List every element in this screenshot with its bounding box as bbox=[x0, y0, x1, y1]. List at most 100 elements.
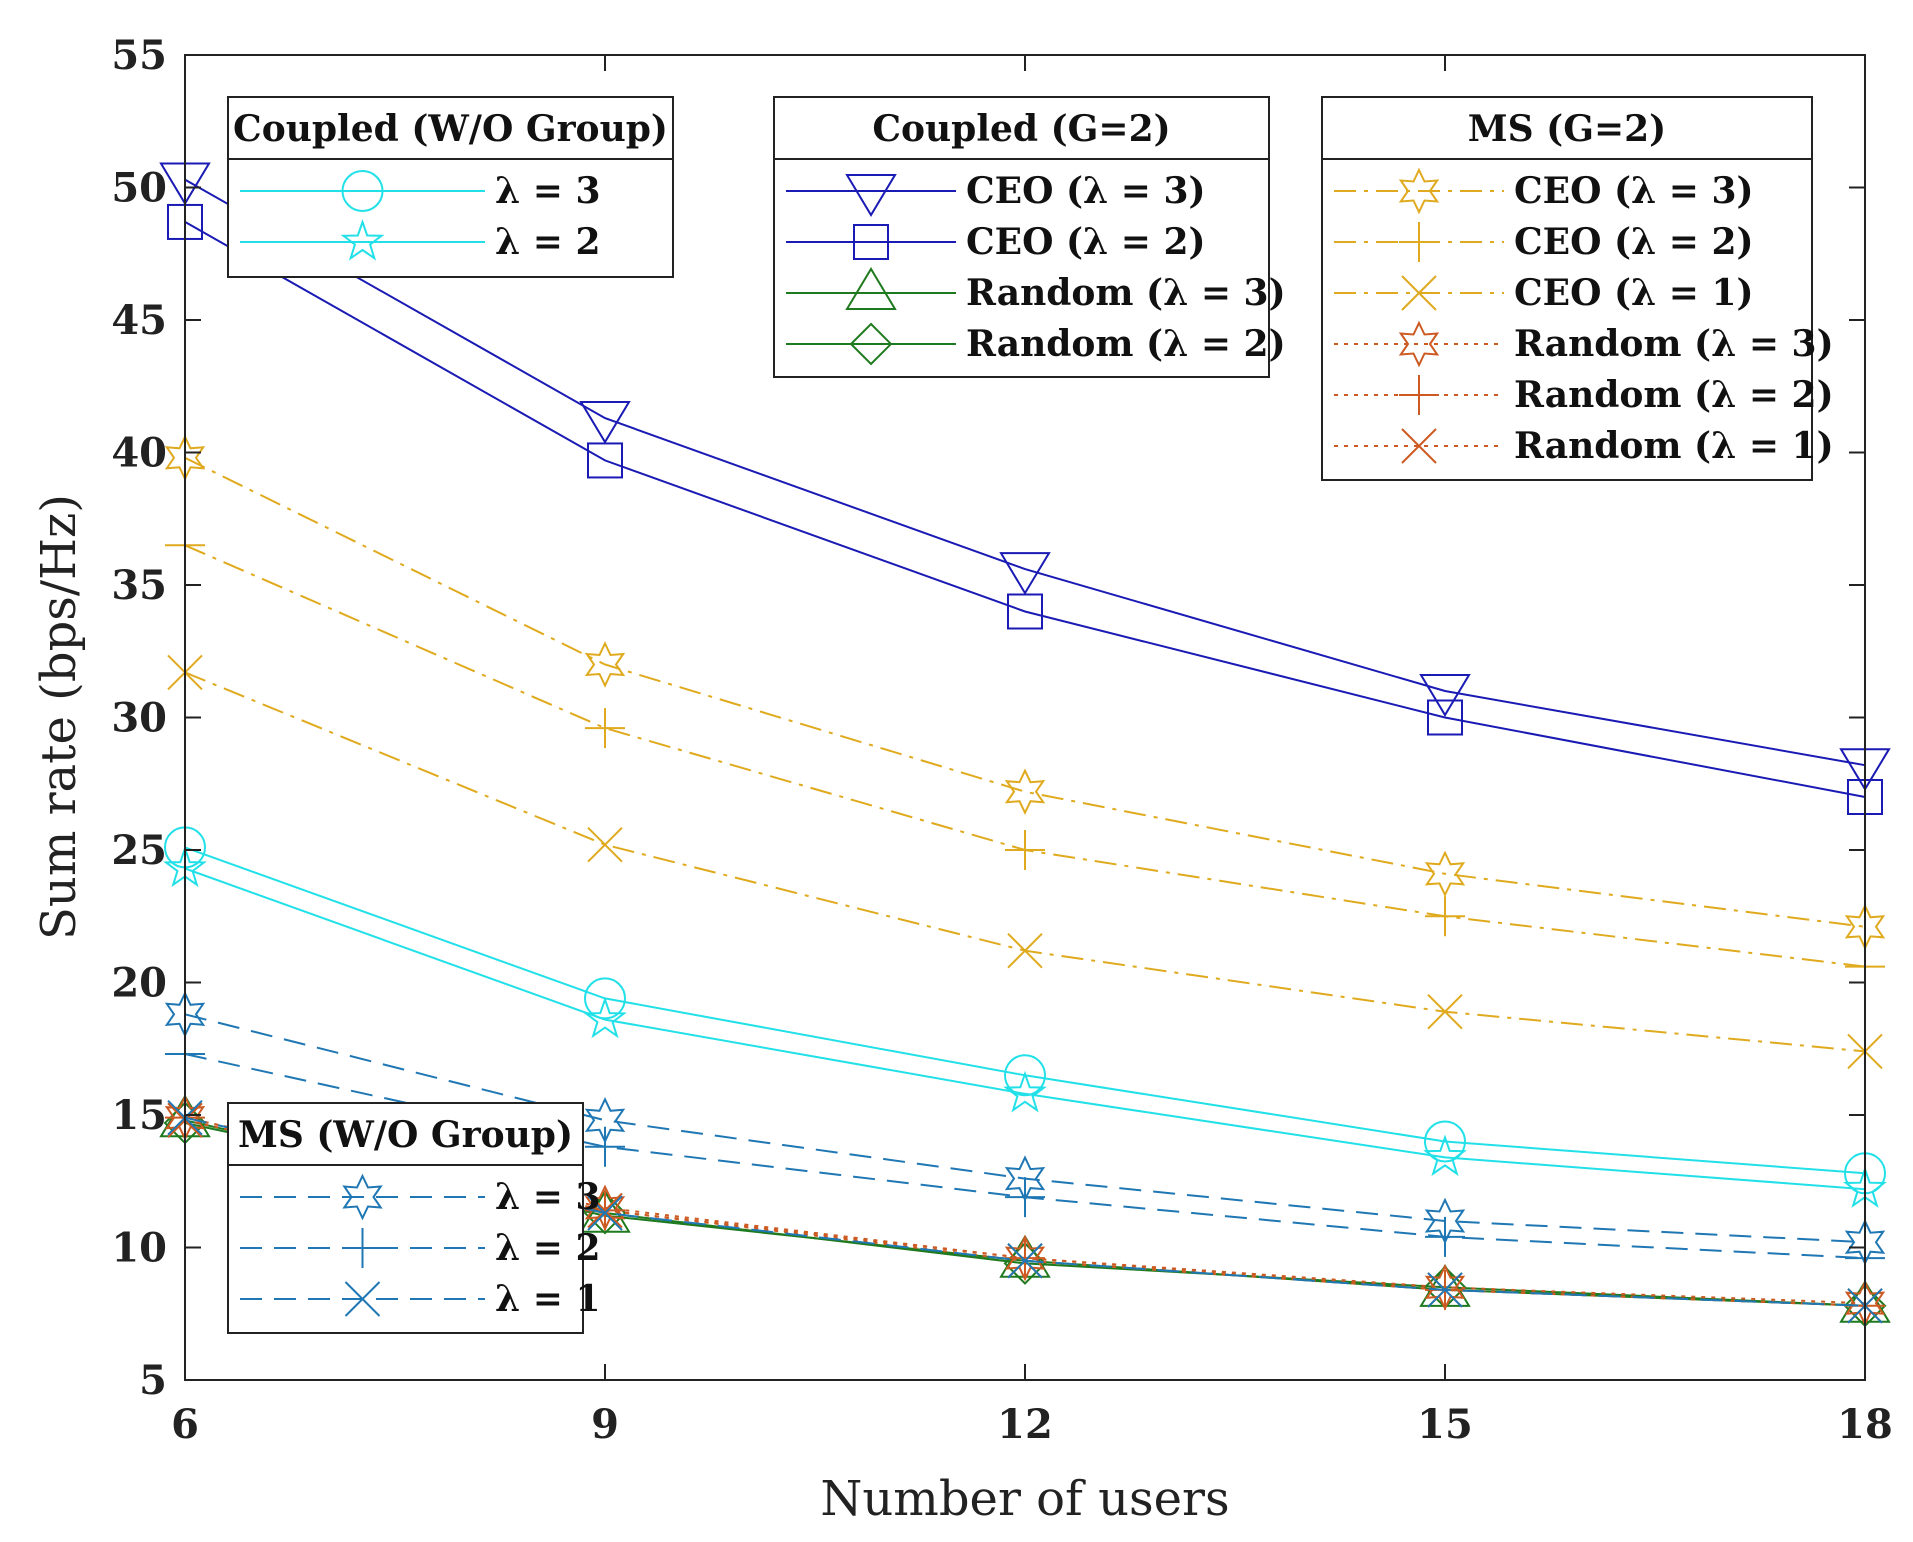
data-point bbox=[1427, 1272, 1463, 1308]
data-point bbox=[999, 552, 1051, 596]
data-point bbox=[1004, 768, 1046, 816]
legend-entry-label: λ = 2 bbox=[495, 1227, 601, 1269]
x-tick-label: 12 bbox=[997, 1401, 1053, 1448]
legend-title: Coupled (W/O Group) bbox=[233, 108, 668, 150]
legend-entry-label: Random (λ = 2) bbox=[966, 323, 1286, 365]
y-tick-label: 55 bbox=[111, 32, 167, 79]
data-point bbox=[1425, 896, 1465, 937]
legend-title: MS (W/O Group) bbox=[238, 1114, 573, 1156]
legend-box bbox=[773, 96, 1270, 378]
data-point bbox=[583, 1191, 627, 1235]
legend-swatch-marker bbox=[342, 1173, 383, 1221]
series-line bbox=[184, 456, 1866, 928]
x-tick-label: 6 bbox=[171, 1401, 199, 1448]
legend-swatch-marker bbox=[1399, 375, 1439, 415]
y-tick-label: 20 bbox=[111, 960, 167, 1007]
y-tick-label: 35 bbox=[111, 562, 167, 609]
legend-entry-label: Random (λ = 3) bbox=[1514, 323, 1834, 365]
legend-swatch-marker bbox=[1401, 428, 1437, 464]
data-point bbox=[1427, 699, 1463, 736]
data-point bbox=[1424, 850, 1466, 898]
data-point bbox=[1427, 993, 1463, 1030]
legend-swatch-marker bbox=[845, 267, 897, 310]
data-point bbox=[1005, 1177, 1045, 1218]
legend-swatch-marker bbox=[341, 170, 384, 212]
legend-entry-label: λ = 3 bbox=[495, 170, 601, 212]
legend-swatch-marker bbox=[342, 1228, 383, 1268]
data-point bbox=[1004, 1234, 1046, 1282]
series-line bbox=[184, 221, 1866, 798]
legend-swatch-marker bbox=[1398, 167, 1440, 215]
data-point bbox=[587, 1192, 623, 1229]
legend-title: MS (G=2) bbox=[1468, 108, 1666, 150]
legend-entry-label: CEO (λ = 3) bbox=[1514, 170, 1754, 212]
legend-box bbox=[1321, 96, 1813, 481]
legend-swatch-marker bbox=[1401, 275, 1437, 311]
data-point bbox=[1007, 932, 1043, 969]
y-tick-label: 15 bbox=[111, 1092, 167, 1139]
x-tick-label: 9 bbox=[591, 1401, 619, 1448]
data-point bbox=[587, 442, 623, 479]
data-point bbox=[1419, 674, 1471, 717]
legend-top-left: Coupled (W/O Group) λ = 3 λ = 2 bbox=[227, 96, 674, 278]
y-tick-label: 10 bbox=[111, 1225, 167, 1272]
legend-entry-label: λ = 2 bbox=[495, 221, 601, 263]
y-tick-label: 25 bbox=[111, 827, 167, 874]
legend-entry-label: CEO (λ = 1) bbox=[1514, 272, 1754, 314]
legend-bottom-left: MS (W/O Group) λ = 3 λ = 2 λ = 1 bbox=[227, 1102, 601, 1334]
legend-entry-label: CEO (λ = 2) bbox=[1514, 221, 1754, 263]
y-axis-label: Sum rate (bps/Hz) bbox=[31, 494, 87, 940]
legend-top-center: Coupled (G=2) CEO (λ = 3) CEO (λ = 2) Rando… bbox=[773, 96, 1286, 378]
legend-entry-label: λ = 3 bbox=[495, 1176, 601, 1218]
x-tick-label: 15 bbox=[1417, 1401, 1473, 1448]
legend-title: Coupled (G=2) bbox=[872, 108, 1170, 150]
data-point bbox=[1003, 1070, 1047, 1113]
legend-swatch-marker bbox=[849, 322, 893, 366]
data-point bbox=[1003, 1241, 1047, 1285]
y-tick-label: 40 bbox=[111, 430, 167, 477]
series-line bbox=[184, 867, 1866, 1191]
legend-entry-label: CEO (λ = 2) bbox=[966, 221, 1206, 263]
data-point bbox=[1423, 1134, 1467, 1177]
legend-swatch-marker bbox=[344, 1281, 381, 1317]
data-point bbox=[584, 641, 626, 688]
data-point bbox=[583, 996, 627, 1039]
y-tick-label: 50 bbox=[111, 165, 167, 212]
legend-swatch-marker bbox=[1398, 320, 1440, 368]
y-tick-label: 45 bbox=[111, 297, 167, 344]
series-1 bbox=[163, 845, 1887, 1208]
legend-entry-label: Random (λ = 2) bbox=[1514, 374, 1834, 416]
data-point bbox=[1005, 1238, 1045, 1279]
legend-box bbox=[227, 96, 674, 278]
data-point bbox=[584, 977, 626, 1020]
data-point bbox=[1424, 1120, 1466, 1163]
data-point bbox=[1005, 830, 1045, 870]
legend-top-right: MS (G=2) CEO (λ = 3) CEO (λ = 2) CEO (λ = 1… bbox=[1321, 96, 1834, 481]
legend-swatch-marker bbox=[1399, 222, 1439, 262]
legend-swatch-marker bbox=[845, 174, 897, 217]
data-point bbox=[585, 1126, 625, 1167]
data-point bbox=[587, 826, 623, 863]
x-axis-label: Number of users bbox=[820, 1471, 1229, 1527]
x-tick-label: 18 bbox=[1837, 1401, 1893, 1448]
series-line bbox=[184, 178, 1866, 767]
data-point bbox=[1007, 593, 1043, 630]
y-tick-label: 30 bbox=[111, 695, 167, 742]
legend-entry-label: CEO (λ = 3) bbox=[966, 170, 1206, 212]
legend-layer: Coupled (W/O Group) λ = 3 λ = 2 Coupled (G=… bbox=[227, 96, 1834, 1334]
legend-entry-label: λ = 1 bbox=[495, 1278, 601, 1320]
legend-swatch-marker bbox=[340, 218, 385, 261]
data-point bbox=[587, 1195, 623, 1231]
y-tick-label: 5 bbox=[139, 1357, 167, 1404]
data-point bbox=[1425, 1216, 1465, 1257]
legend-entry-label: Random (λ = 3) bbox=[966, 272, 1286, 314]
data-point bbox=[579, 401, 631, 444]
legend-entry-label: Random (λ = 1) bbox=[1514, 425, 1834, 467]
data-point bbox=[1007, 1243, 1043, 1279]
legend-box bbox=[227, 1102, 584, 1334]
data-point bbox=[585, 708, 625, 749]
data-point bbox=[1004, 1054, 1046, 1097]
legend-swatch-marker bbox=[853, 224, 889, 260]
axes-layer: 6 9 12 15 18 5 10 15 20 25 30 35 40 45 50 55 bbox=[111, 32, 1893, 1448]
